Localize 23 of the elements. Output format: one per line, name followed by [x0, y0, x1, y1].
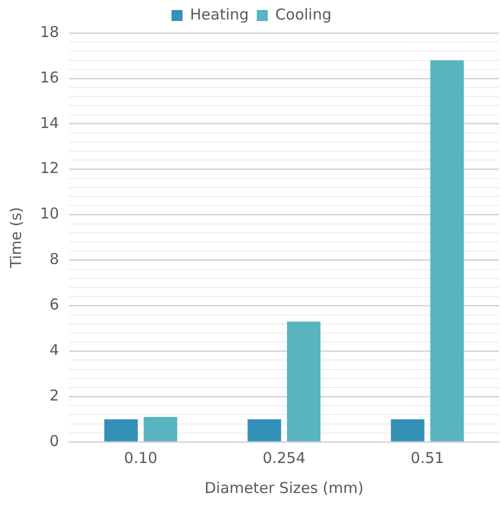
x-axis-title: Diameter Sizes (mm)	[204, 478, 364, 497]
bar	[104, 419, 138, 442]
bar	[248, 419, 282, 442]
legend-label: Cooling	[275, 5, 332, 24]
bar	[430, 60, 464, 442]
x-tick-label: 0.10	[124, 448, 158, 467]
bar	[390, 419, 424, 442]
y-tick-label: 10	[40, 204, 60, 223]
y-tick-label: 16	[40, 68, 60, 86]
y-tick-label: 8	[50, 250, 60, 268]
y-tick-label: 4	[50, 341, 60, 359]
y-tick-label: 14	[40, 114, 60, 132]
x-tick-label: 0.254	[262, 448, 306, 467]
legend-label: Heating	[190, 5, 249, 24]
y-axis-title: Time (s)	[6, 207, 25, 269]
y-tick-label: 2	[50, 386, 60, 404]
y-tick-label: 0	[50, 432, 60, 450]
bar	[287, 322, 320, 442]
x-tick-label: 0.51	[410, 448, 444, 467]
bar	[144, 417, 178, 442]
y-tick-label: 6	[50, 296, 60, 314]
y-tick-label: 12	[40, 159, 60, 178]
y-tick-label: 18	[40, 22, 60, 41]
